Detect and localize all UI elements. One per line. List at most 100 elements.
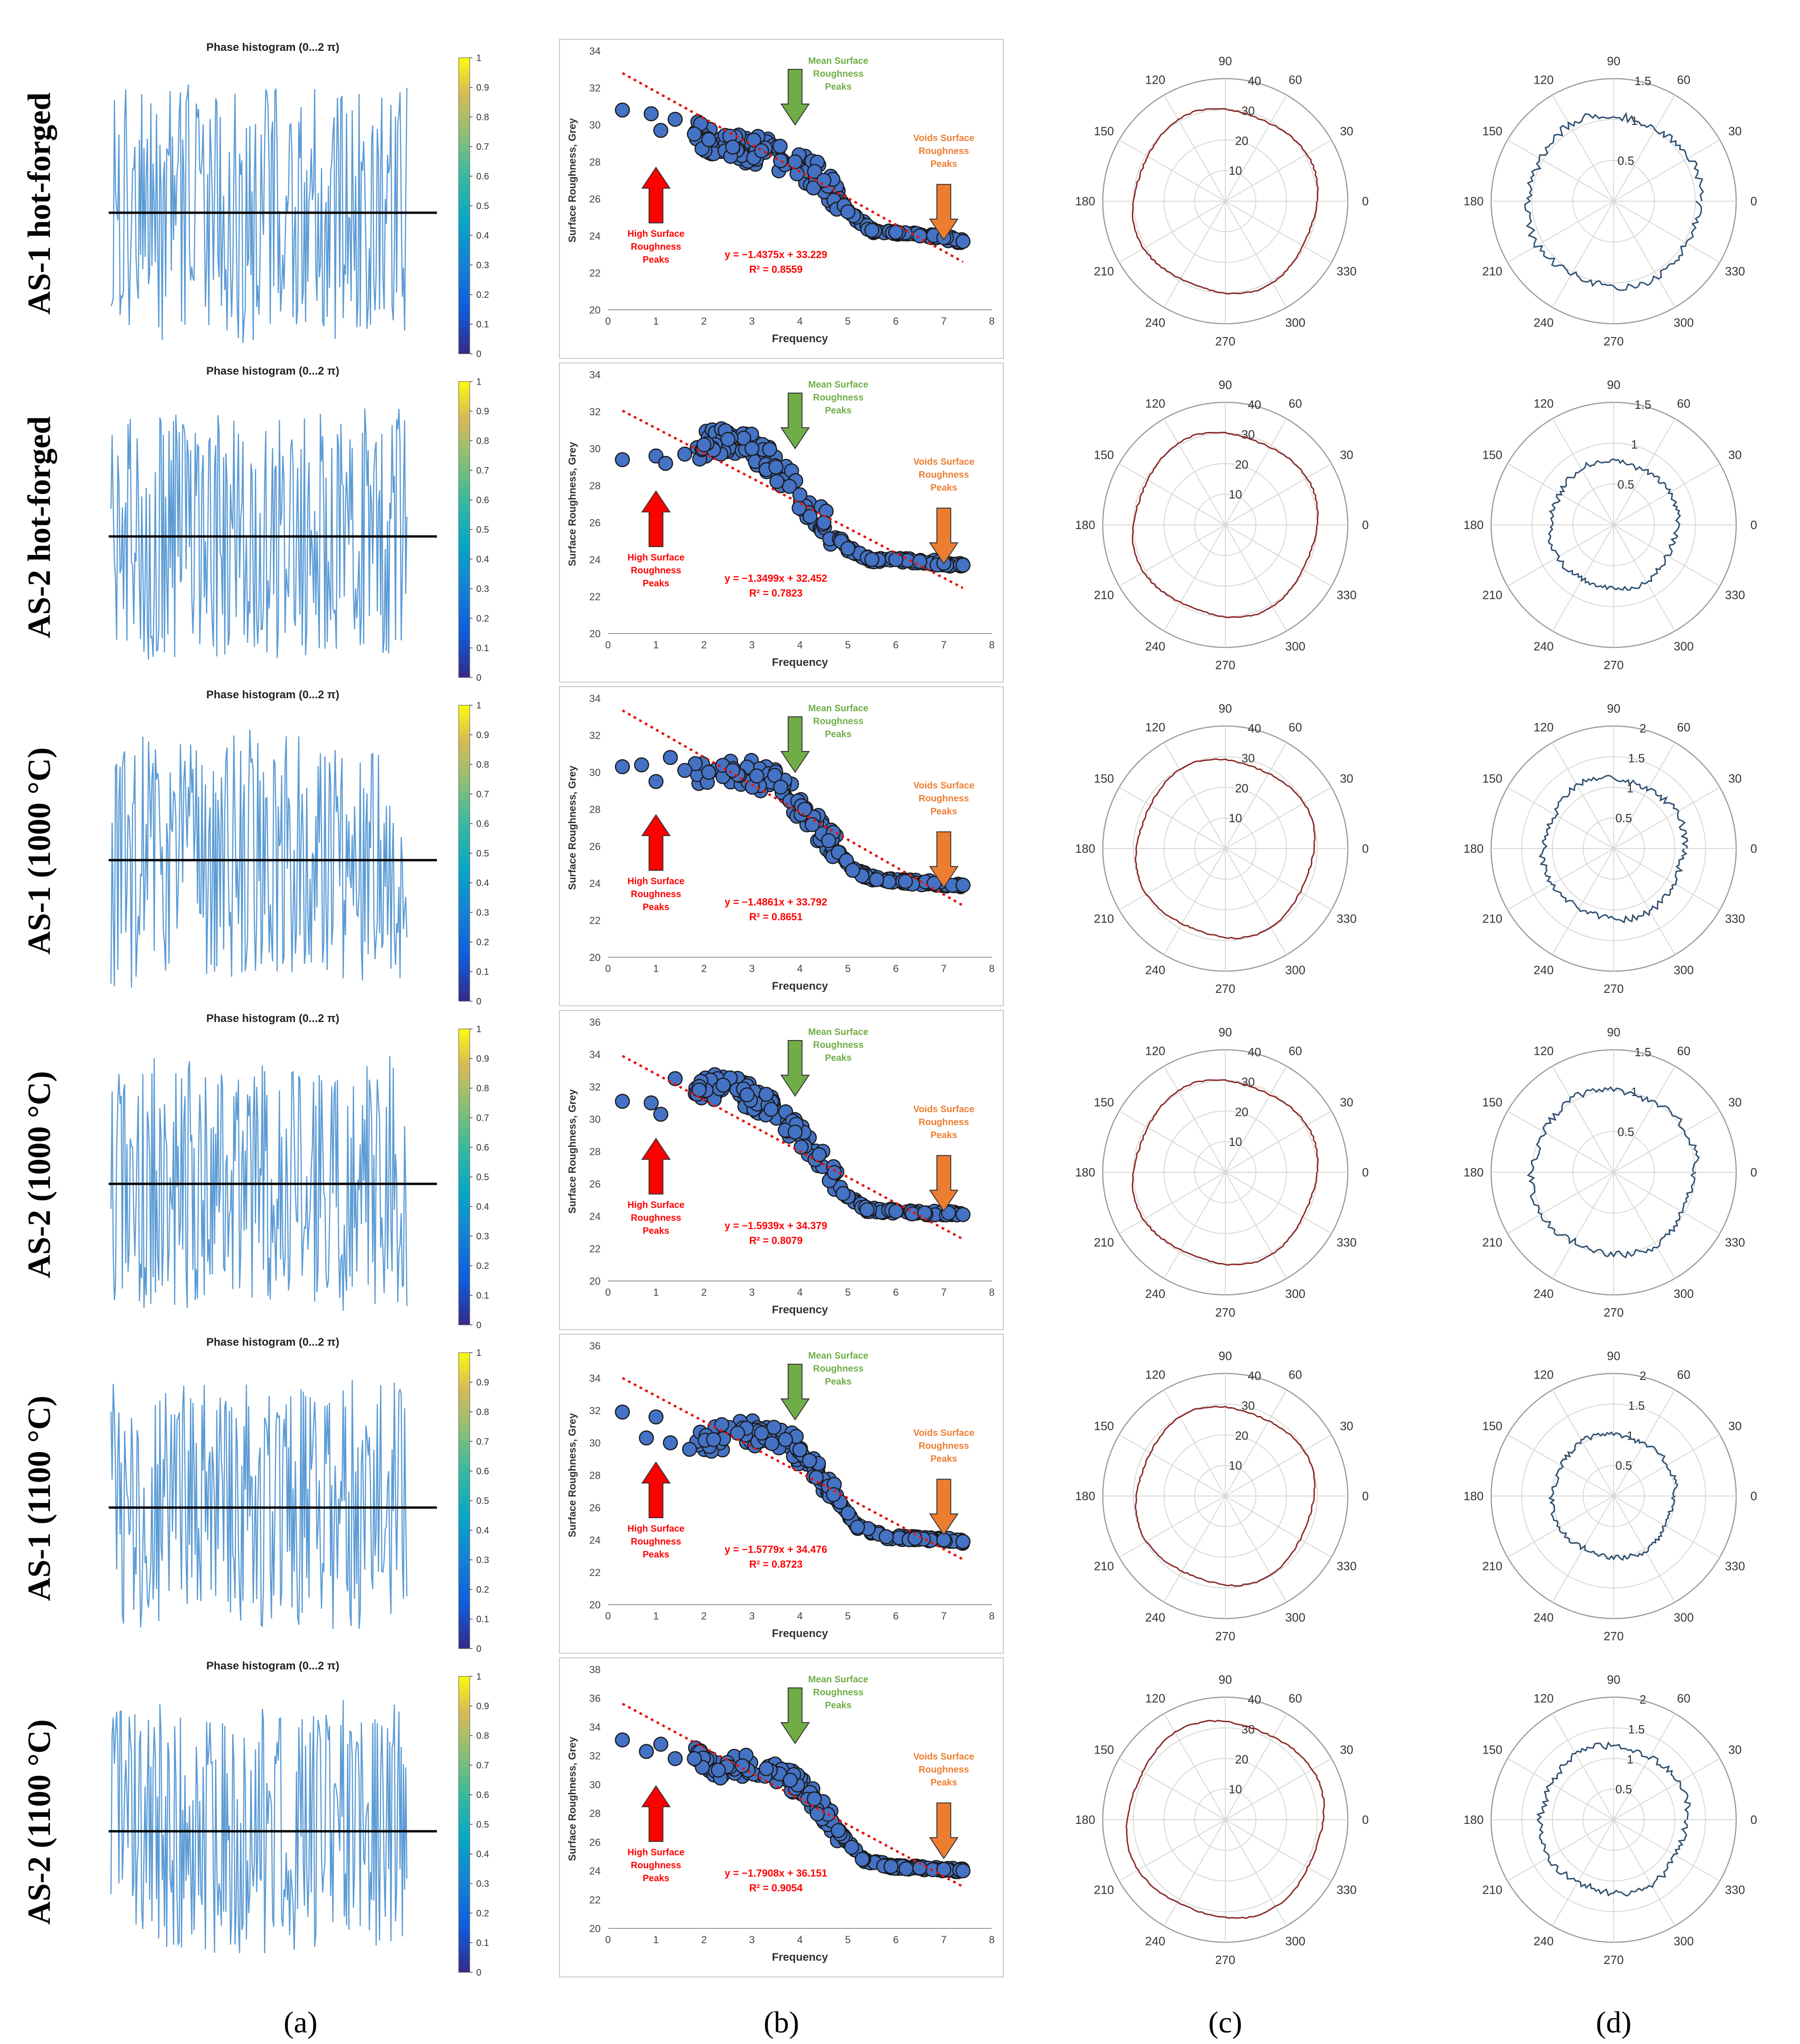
angle-label: 30 <box>1728 1419 1742 1433</box>
annot-mean-label: Mean Surface <box>808 56 868 66</box>
data-point <box>614 759 630 775</box>
angle-label: 240 <box>1145 1287 1165 1300</box>
y-tick-label: 20 <box>590 1599 601 1611</box>
y-tick-label: 26 <box>590 841 601 852</box>
data-point <box>639 1430 654 1446</box>
phase-title: Phase histogram (0...2 π) <box>206 1336 339 1348</box>
angle-label: 120 <box>1534 73 1554 87</box>
scatter-point <box>802 509 818 524</box>
data-point <box>955 557 971 573</box>
scatter-point <box>758 1087 774 1102</box>
annot-mean-label: Mean Surface <box>808 380 868 390</box>
y-tick-label: 32 <box>590 1405 601 1416</box>
angle-label: 0 <box>1751 1165 1757 1179</box>
colorbar-tick-label: 0.5 <box>476 1496 489 1506</box>
angle-label: 150 <box>1482 772 1502 786</box>
x-tick-label: 3 <box>749 639 755 651</box>
colorbar-tick-label: 0.6 <box>476 1466 489 1477</box>
radial-tick-label: 1.5 <box>1634 74 1651 88</box>
annot-high-label: High Surface <box>627 1847 684 1858</box>
annot-mean-label: Peaks <box>825 1700 852 1711</box>
angle-label: 330 <box>1725 588 1745 602</box>
x-tick-label: 4 <box>797 1287 803 1298</box>
mean-peaks-arrow <box>780 716 810 773</box>
angle-label: 150 <box>1094 772 1114 786</box>
colorbar-tick-label: 0.6 <box>476 172 489 182</box>
angle-label: 60 <box>1677 1692 1690 1705</box>
colorbar <box>458 57 470 354</box>
y-tick-label: 22 <box>590 1243 601 1255</box>
radial-tick-label: 1.5 <box>1634 1045 1651 1059</box>
annot-high-label: Peaks <box>643 902 670 912</box>
x-tick-label: 5 <box>845 315 851 327</box>
scatter-point <box>762 442 777 457</box>
polar-spoke <box>1119 201 1226 263</box>
radial-tick-label: 10 <box>1229 1135 1242 1149</box>
annot-mean-label: Mean Surface <box>808 1351 868 1361</box>
angle-label: 30 <box>1340 1743 1353 1757</box>
x-axis-label: Frequency <box>772 1304 828 1316</box>
data-point <box>754 143 769 159</box>
x-tick-label: 7 <box>941 315 946 327</box>
data-point <box>720 431 736 447</box>
data-point <box>917 1205 932 1221</box>
roughness-scatter-panel: 0 1 2 3 4 5 6 7 8202224262830323436FrequencySurf… <box>559 1010 1004 1330</box>
polar-spoke <box>1613 524 1676 631</box>
polar-d-panel: 0 30 60 90 120 150 180 210 240 270 300 330 0.5 1 1.5 <box>1463 378 1757 672</box>
radial-tick-label: 2 <box>1640 1693 1646 1706</box>
data-point <box>648 774 663 789</box>
radial-tick-label: 1 <box>1627 781 1633 795</box>
angle-label: 240 <box>1534 1610 1554 1624</box>
angle-label: 180 <box>1463 1813 1483 1827</box>
data-point <box>677 763 693 778</box>
x-tick-label: 5 <box>845 1610 851 1622</box>
angle-label: 30 <box>1340 1419 1353 1433</box>
data-point <box>711 1762 726 1778</box>
polar-spoke <box>1163 95 1226 202</box>
colorbar-tick-label: 0.3 <box>476 908 489 918</box>
radial-tick-label: 20 <box>1235 1428 1248 1442</box>
chart-frame <box>559 1657 1004 1977</box>
colorbar-tick-label: 0.8 <box>476 760 489 770</box>
data-point <box>854 1852 870 1867</box>
colorbar-tick-label: 1 <box>476 377 481 387</box>
angle-label: 240 <box>1145 1934 1165 1948</box>
angle-label: 210 <box>1094 265 1114 278</box>
scatter-point <box>809 1470 824 1485</box>
polar-spoke <box>1613 1066 1676 1173</box>
x-tick-label: 2 <box>701 315 706 327</box>
colorbar-tick-label: 0.8 <box>476 1731 489 1741</box>
radial-tick-label: 1.5 <box>1628 751 1645 765</box>
angle-label: 300 <box>1674 1934 1694 1948</box>
colorbar-tick-label: 0.5 <box>476 1820 489 1830</box>
angle-label: 90 <box>1219 1349 1232 1363</box>
colorbar-tick-label: 0 <box>476 1320 481 1330</box>
polar-spoke <box>1613 1496 1676 1602</box>
data-point <box>653 1736 669 1752</box>
colorbar-tick-label: 0.3 <box>476 260 489 271</box>
radial-tick-label: 20 <box>1235 1105 1248 1119</box>
colorbar-tick-label: 0 <box>476 997 481 1007</box>
polar-spoke <box>1507 201 1614 263</box>
angle-label: 330 <box>1725 1236 1745 1250</box>
scatter-point <box>782 479 797 494</box>
colorbar <box>458 1676 470 1973</box>
colorbar-tick-label: 1 <box>476 1348 481 1358</box>
angle-label: 90 <box>1607 378 1621 392</box>
scatter-point <box>769 474 785 489</box>
radial-tick-label: 20 <box>1235 134 1248 148</box>
polar-spoke <box>1507 1110 1614 1173</box>
r2-label: R² = 0.8559 <box>749 264 803 275</box>
data-point <box>802 1453 817 1468</box>
angle-label: 0 <box>1362 194 1369 208</box>
polar-spoke <box>1119 524 1226 587</box>
data-point <box>725 763 740 778</box>
colorbar-tick-label: 1 <box>476 1672 481 1682</box>
high-peaks-arrow <box>641 1785 671 1842</box>
polar-spoke <box>1552 848 1614 955</box>
x-tick-label: 1 <box>653 963 659 974</box>
polar-data-line <box>1135 758 1316 940</box>
radial-tick-label: 40 <box>1248 1369 1261 1383</box>
polar-spoke <box>1613 848 1676 955</box>
colorbar-tick-label: 0.5 <box>476 201 489 211</box>
